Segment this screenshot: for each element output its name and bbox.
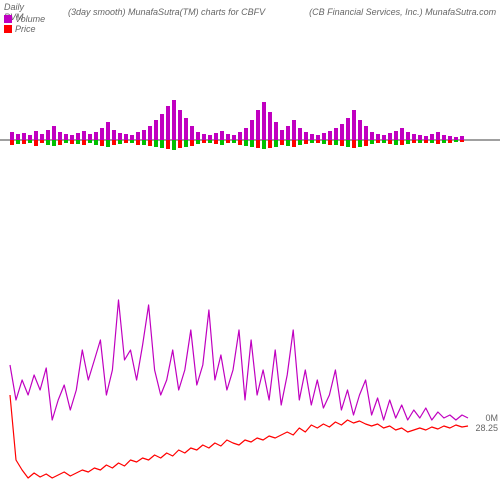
- price-axis-label: 28.25: [475, 423, 498, 433]
- volume-axis-label: 0M: [485, 413, 498, 423]
- chart-svg: [0, 0, 500, 500]
- chart-area: [0, 0, 500, 500]
